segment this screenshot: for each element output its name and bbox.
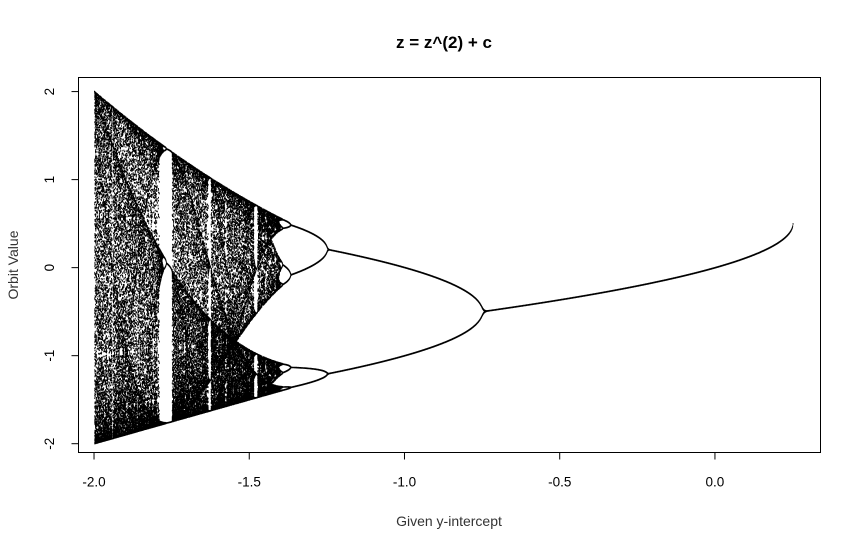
y-tick-label: 0 [42, 264, 57, 272]
x-tick-label: -1.5 [238, 475, 261, 490]
x-tick-label: -0.5 [548, 475, 571, 490]
y-tick-label: 1 [42, 176, 57, 184]
y-axis: -2 -1 0 1 2 [42, 88, 78, 450]
x-tick-label: -1.0 [393, 475, 416, 490]
orbit-points [94, 92, 794, 444]
x-axis-label: Given y-intercept [396, 513, 502, 529]
x-tick-label: -2.0 [82, 475, 105, 490]
y-tick-label: -1 [42, 350, 57, 362]
y-axis-label: Orbit Value [5, 230, 21, 299]
y-tick-label: 2 [42, 88, 57, 96]
x-tick-label: 0.0 [706, 475, 725, 490]
y-tick-label: -2 [42, 438, 57, 450]
chart-title: z = z^(2) + c [396, 33, 492, 52]
x-axis: -2.0 -1.5 -1.0 -0.5 0.0 [82, 453, 724, 490]
orbit-point [94, 92, 794, 444]
